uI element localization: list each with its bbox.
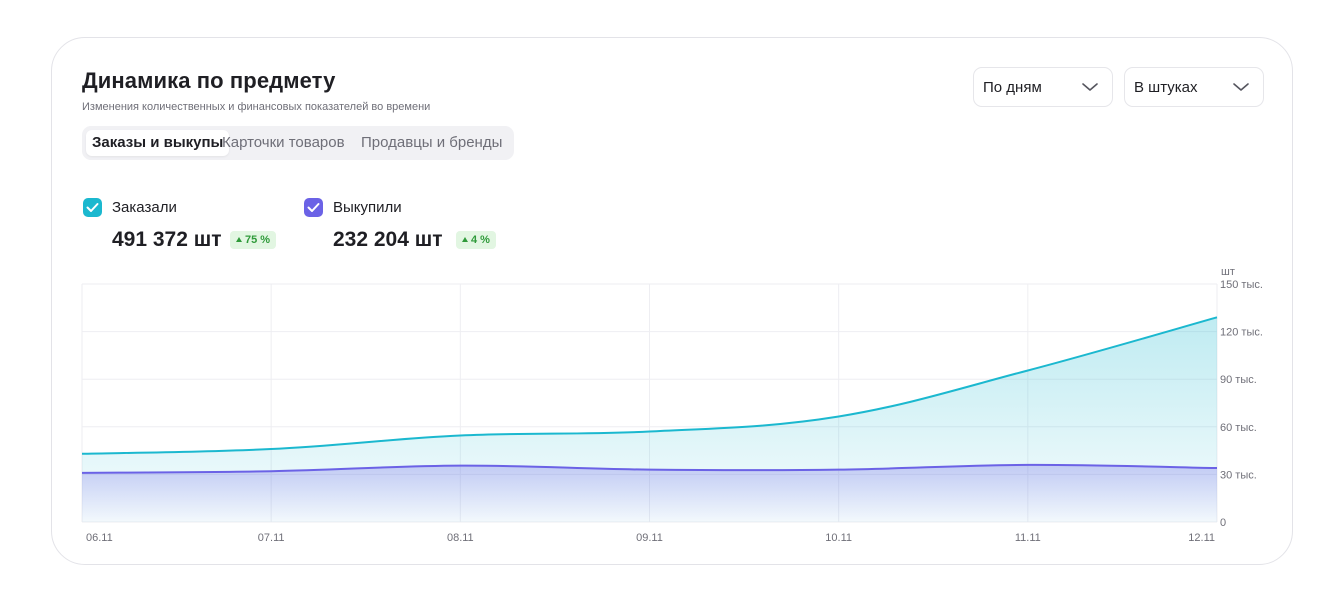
chart-areas (82, 317, 1217, 522)
tab-bar: Заказы и выкупы Карточки товаров Продавц… (82, 126, 514, 160)
y-tick-label: 60 тыс. (1220, 422, 1257, 434)
series-line-bought (81, 463, 1218, 474)
x-tick-label: 09.11 (636, 532, 663, 544)
check-icon (307, 203, 320, 212)
y-tick-label: 120 тыс. (1220, 327, 1263, 339)
period-select-value: По дням (983, 79, 1042, 96)
page-title: Динамика по предмету (82, 68, 336, 93)
legend-checkbox-bought[interactable] (304, 198, 323, 217)
total-ordered: 491 372 шт (112, 228, 222, 251)
legend-label-bought: Выкупили (333, 199, 402, 216)
period-select[interactable]: По дням (973, 67, 1113, 107)
page-subtitle: Изменения количественных и финансовых по… (82, 101, 431, 113)
total-bought: 232 204 шт (333, 228, 443, 251)
tab-orders-and-buyouts[interactable]: Заказы и выкупы (86, 130, 230, 156)
y-tick-label: 0 (1220, 517, 1226, 529)
unit-select[interactable]: В штуках (1124, 67, 1264, 107)
y-tick-label: 150 тыс. (1220, 279, 1263, 291)
y-tick-label: 90 тыс. (1220, 374, 1257, 386)
arrow-up-icon (462, 237, 468, 242)
tab-product-cards[interactable]: Карточки товаров (222, 134, 345, 151)
y-axis: 0 30 тыс. 60 тыс. 90 тыс. 120 тыс. 150 тыс.шт (1220, 266, 1263, 529)
x-tick-label: 11.11 (1015, 532, 1041, 544)
area-bought (82, 464, 1217, 522)
x-tick-label: 12.11 (1188, 532, 1215, 544)
legend-checkbox-ordered[interactable] (83, 198, 102, 217)
check-icon (86, 203, 99, 212)
x-tick-label: 06.11 (86, 532, 113, 544)
x-tick-label: 08.11 (447, 532, 474, 544)
change-badge-ordered: 75 % (230, 231, 277, 249)
legend-label-ordered: Заказали (112, 199, 177, 216)
chevron-down-icon (1082, 83, 1098, 91)
x-axis: 06.11 07.11 08.11 09.11 10.11 11.11 12.11 (86, 532, 1215, 544)
y-unit-label: шт (1221, 266, 1235, 278)
arrow-up-icon (236, 237, 242, 242)
chevron-down-icon (1233, 83, 1249, 91)
tab-sellers-and-brands[interactable]: Продавцы и бренды (361, 134, 503, 151)
x-tick-label: 10.11 (825, 532, 852, 544)
x-tick-label: 07.11 (258, 532, 285, 544)
unit-select-value: В штуках (1134, 79, 1198, 96)
series-line-ordered (81, 316, 1218, 455)
change-badge-bought: 4 % (456, 231, 496, 249)
chart-lines (81, 316, 1218, 474)
y-tick-label: 30 тыс. (1220, 469, 1257, 481)
